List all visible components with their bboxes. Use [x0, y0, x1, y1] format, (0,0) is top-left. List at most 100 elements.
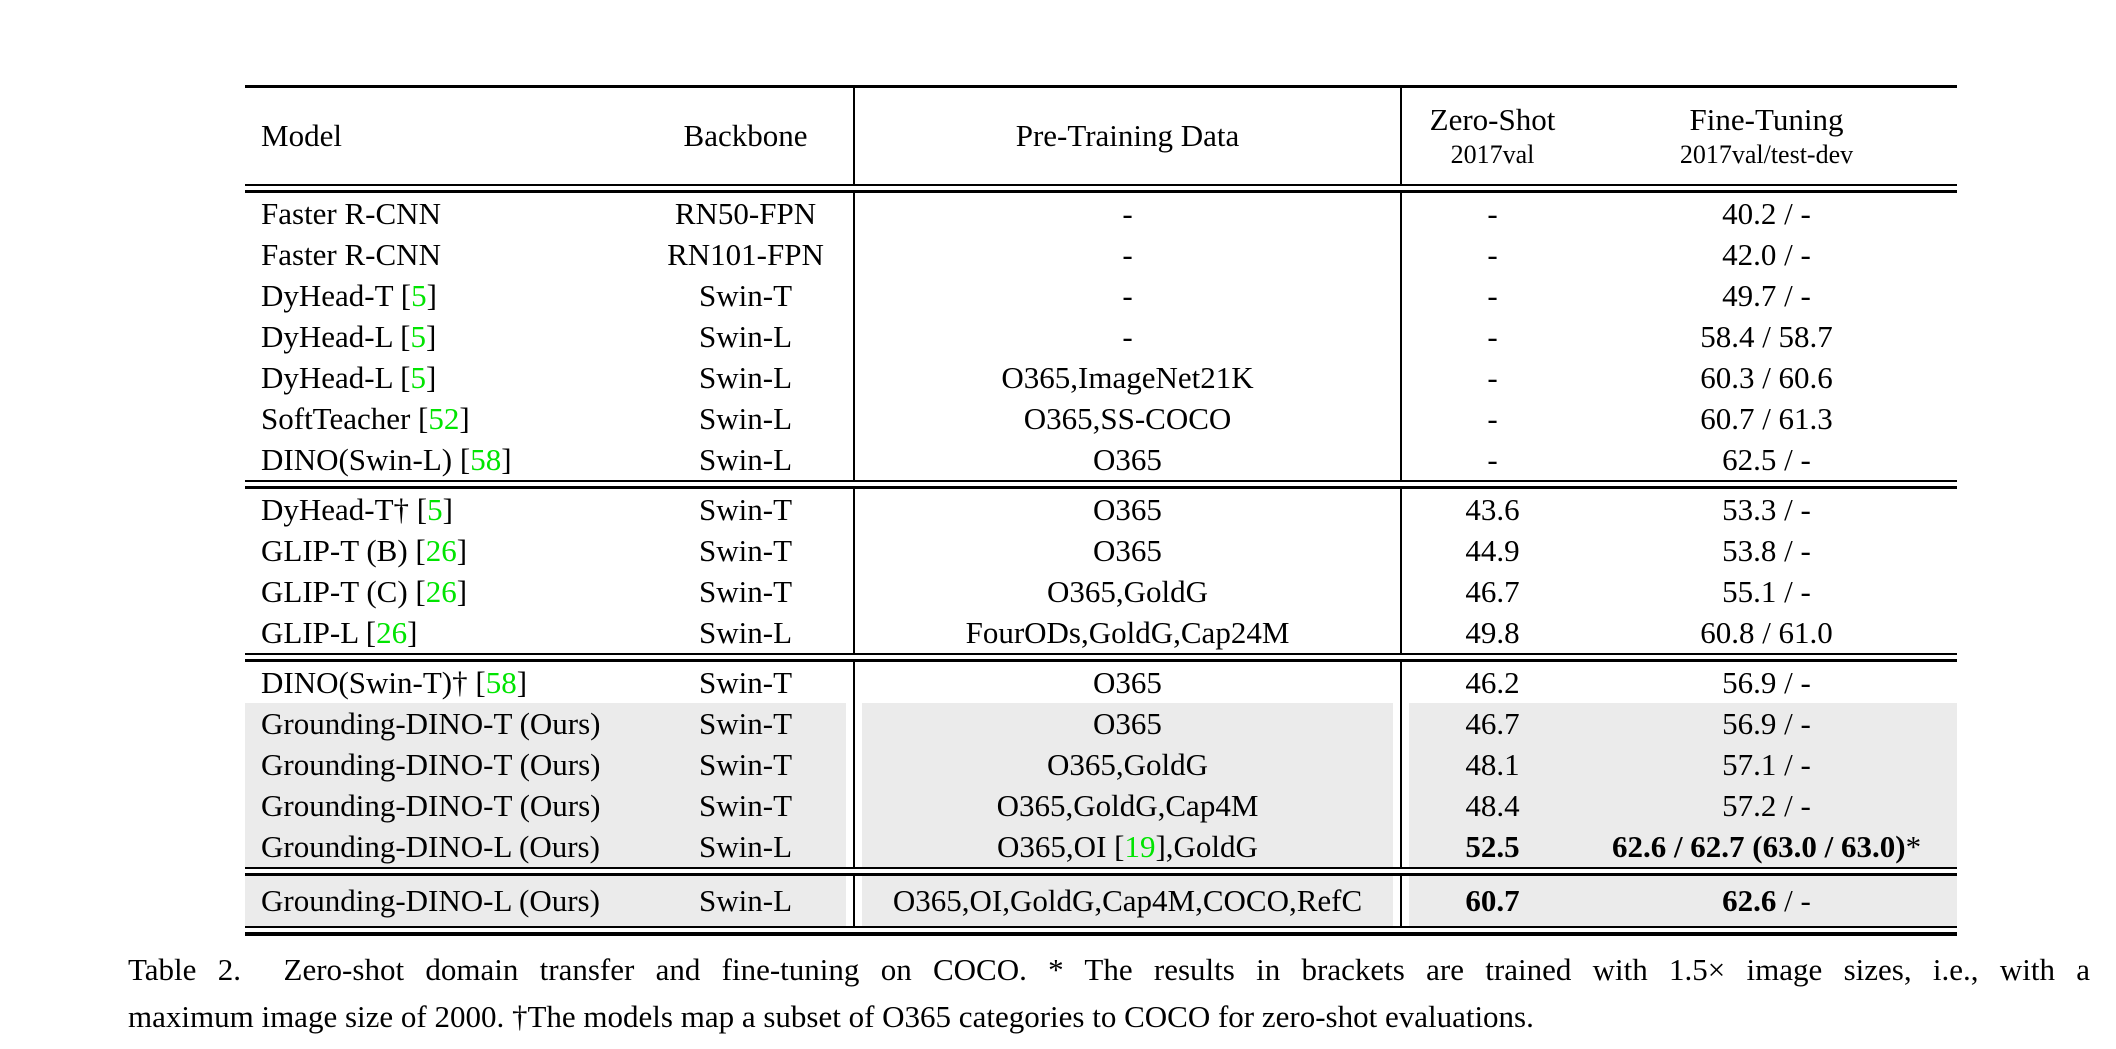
column-divider	[1393, 193, 1409, 234]
header-separator-rule	[245, 184, 1957, 193]
cell-text: 46.7	[1465, 573, 1520, 609]
cell-zero-shot: 48.1	[1409, 744, 1576, 785]
column-divider	[1393, 876, 1409, 926]
cell-model: Grounding-DINO-L (Ours)	[245, 826, 645, 867]
cell-text: 56.9 / -	[1722, 705, 1811, 741]
cell-text: 48.4	[1465, 787, 1520, 823]
column-divider	[846, 398, 862, 439]
cell-model: DyHead-T† [5]	[245, 489, 645, 530]
citation-number: 26	[425, 573, 457, 609]
col-header-pretrain: Pre-Training Data	[862, 88, 1393, 184]
cell-text: SoftTeacher [	[261, 400, 429, 436]
cell-text: O365,OI,GoldG,Cap4M,COCO,RefC	[892, 883, 1363, 918]
cell-fine-tuning: 57.2 / -	[1576, 785, 1957, 826]
column-divider	[846, 662, 862, 703]
cell-pretrain-data: O365	[862, 489, 1393, 530]
cell-model: DINO(Swin-L) [58]	[245, 439, 645, 480]
cell-text: -	[1487, 359, 1498, 395]
cell-pretrain-data: -	[862, 316, 1393, 357]
column-divider	[1393, 234, 1409, 275]
cell-text: -	[1487, 236, 1498, 272]
cell-text: 62.5 / -	[1722, 441, 1811, 477]
cell-fine-tuning: 58.4 / 58.7	[1576, 316, 1957, 357]
citation-number: 5	[411, 277, 427, 313]
cell-text: ]	[456, 573, 468, 609]
cell-text: DINO(Swin-L) [	[261, 441, 471, 477]
cell-model: Grounding-DINO-T (Ours)	[245, 744, 645, 785]
col-header-zeroshot-label: Zero-Shot	[1429, 102, 1556, 137]
cell-zero-shot: 60.7	[1409, 876, 1576, 926]
cell-text: Swin-T	[699, 573, 792, 609]
table-top-rule	[245, 85, 1957, 88]
vertical-rule	[853, 489, 855, 530]
cell-text: Faster R-CNN	[261, 195, 441, 231]
cell-pretrain-data: O365,GoldG	[862, 571, 1393, 612]
cell-backbone: Swin-L	[645, 398, 846, 439]
cell-text: GLIP-T (B) [	[261, 532, 426, 568]
cell-model: Faster R-CNN	[245, 193, 645, 234]
cell-text: Grounding-DINO-L (Ours)	[261, 883, 600, 918]
cell-text: 58.4 / 58.7	[1700, 318, 1833, 354]
cell-text: 46.7	[1465, 705, 1520, 741]
col-header-finetune-label: Fine-Tuning	[1689, 102, 1844, 137]
column-divider	[846, 530, 862, 571]
cell-zero-shot: -	[1409, 234, 1576, 275]
table-row: GLIP-L [26] Swin-L FourODs,GoldG,Cap24M 49.…	[245, 612, 1957, 653]
cell-pretrain-data: O365,ImageNet21K	[862, 357, 1393, 398]
col-header-backbone: Backbone	[645, 88, 846, 184]
cell-text: ]	[425, 359, 437, 395]
vertical-rule	[1400, 234, 1402, 275]
table-row: DyHead-L [5] Swin-L O365,ImageNet21K - 60.3 …	[245, 357, 1957, 398]
table-row: SoftTeacher [52] Swin-L O365,SS-COCO - 60.7 …	[245, 398, 1957, 439]
cell-pretrain-data: O365	[862, 703, 1393, 744]
vertical-rule	[1400, 439, 1402, 480]
column-divider	[1393, 439, 1409, 480]
cell-text: ]	[442, 491, 453, 527]
column-divider	[846, 826, 862, 867]
cell-text: RN50-FPN	[674, 195, 817, 231]
cell-text: 40.2 / -	[1722, 195, 1811, 231]
cell-text: Swin-L	[699, 318, 792, 354]
vertical-rule	[1400, 357, 1402, 398]
vertical-rule	[1400, 489, 1402, 530]
cell-fine-tuning: 49.7 / -	[1576, 275, 1957, 316]
citation-number: 19	[1124, 828, 1156, 864]
column-divider	[1393, 88, 1409, 184]
cell-zero-shot: 48.4	[1409, 785, 1576, 826]
cell-zero-shot: 46.7	[1409, 571, 1576, 612]
cell-text: Swin-T	[699, 532, 792, 568]
column-divider	[846, 876, 862, 926]
cell-zero-shot: 43.6	[1409, 489, 1576, 530]
column-divider	[846, 193, 862, 234]
vertical-rule	[853, 785, 855, 826]
cell-text: O365,GoldG	[1046, 573, 1209, 609]
column-divider	[846, 703, 862, 744]
group-separator-rule	[245, 867, 1957, 876]
cell-model: Grounding-DINO-L (Ours)	[245, 876, 645, 926]
cell-zero-shot: -	[1409, 316, 1576, 357]
table-row: Grounding-DINO-L (Ours) Swin-L O365,OI [19…	[245, 826, 1957, 867]
cell-model: SoftTeacher [52]	[245, 398, 645, 439]
col-header-pretrain-label: Pre-Training Data	[1015, 118, 1240, 153]
column-divider	[1393, 785, 1409, 826]
cell-text: 62.6 / 62.7 (63.0 / 63.0)	[1611, 828, 1906, 864]
cell-backbone: Swin-T	[645, 530, 846, 571]
cell-backbone: Swin-L	[645, 439, 846, 480]
column-divider	[846, 744, 862, 785]
col-header-finetune-subline: 2017val/test-dev	[1679, 140, 1854, 169]
cell-text: GLIP-T (C) [	[261, 573, 426, 609]
citation-number: 26	[376, 614, 408, 650]
cell-text: 56.9 / -	[1722, 664, 1811, 700]
cell-text: 49.7 / -	[1722, 277, 1811, 313]
cell-text: Swin-T	[699, 491, 792, 527]
vertical-rule	[853, 826, 855, 867]
column-divider	[846, 612, 862, 653]
citation-number: 5	[427, 491, 443, 527]
cell-text: 55.1 / -	[1722, 573, 1811, 609]
cell-fine-tuning: 53.3 / -	[1576, 489, 1957, 530]
cell-text: 52.5	[1465, 828, 1520, 864]
cell-backbone: Swin-T	[645, 703, 846, 744]
cell-text: *	[1905, 828, 1922, 864]
table-row: GLIP-T (B) [26] Swin-T O365 44.9 53.8 / -	[245, 530, 1957, 571]
cell-text: 53.3 / -	[1722, 491, 1811, 527]
